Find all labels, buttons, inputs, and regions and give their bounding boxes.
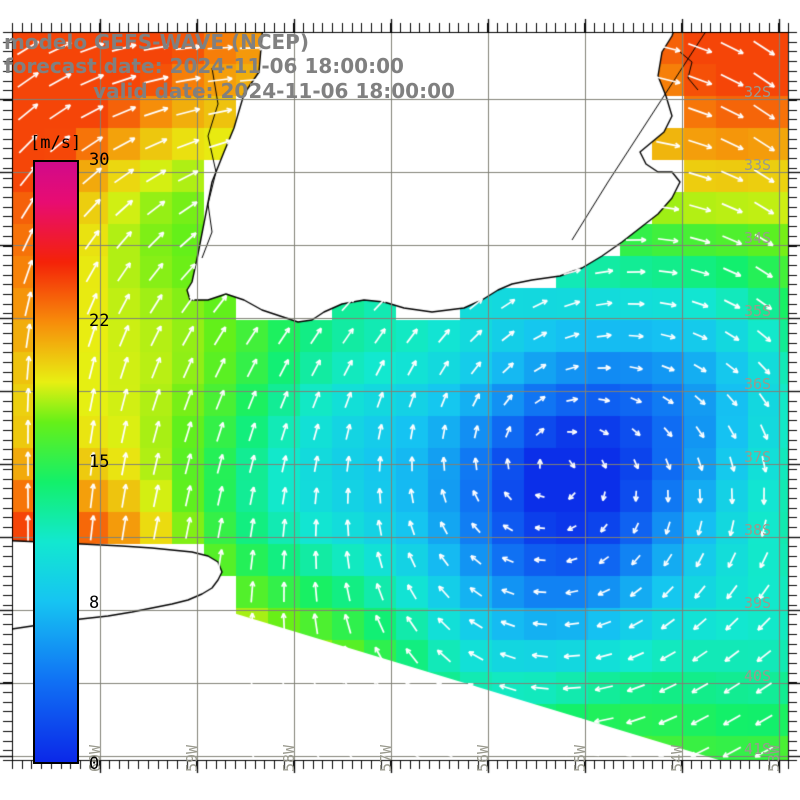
colorbar[interactable]: 30 22 15 8 0 [33,150,109,774]
colorbar-tick-label: 15 [89,452,110,472]
colorbar-tick-label: 8 [89,592,100,613]
colorbar-unit-label: [m/s] [30,133,82,153]
colorbar-tick-label: 0 [89,754,100,774]
colorbar-tick-label: 22 [89,311,110,332]
colorbar-gradient [33,160,79,764]
colorbar-tick-label: 30 [89,150,110,170]
